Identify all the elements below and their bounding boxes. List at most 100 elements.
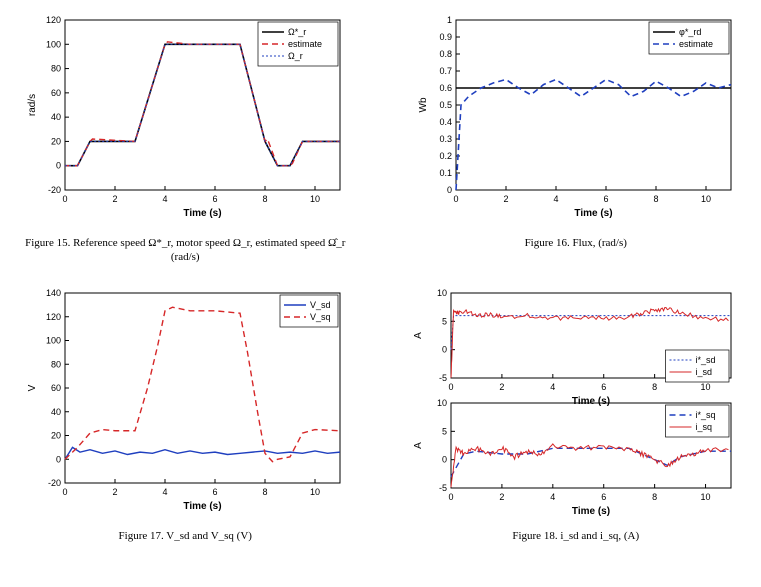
svg-text:0: 0 bbox=[56, 454, 61, 464]
svg-text:40: 40 bbox=[51, 406, 61, 416]
svg-text:6: 6 bbox=[213, 194, 218, 204]
svg-text:0: 0 bbox=[56, 161, 61, 171]
svg-text:2: 2 bbox=[499, 382, 504, 392]
svg-text:10: 10 bbox=[701, 194, 711, 204]
svg-text:8: 8 bbox=[263, 194, 268, 204]
svg-text:0: 0 bbox=[442, 454, 447, 464]
fig18-chart: 0246810Time (s)-50510Ai*_sdi_sd0246810Ti… bbox=[411, 283, 741, 523]
svg-text:80: 80 bbox=[51, 64, 61, 74]
fig17-chart: 0246810Time (s)-20020406080100120140VV_s… bbox=[20, 283, 350, 523]
svg-text:V_sd: V_sd bbox=[310, 300, 331, 310]
fig18-caption: Figure 18. i_sd and i_sq, (A) bbox=[512, 529, 639, 543]
svg-text:0: 0 bbox=[448, 382, 453, 392]
svg-text:6: 6 bbox=[601, 382, 606, 392]
svg-text:0.1: 0.1 bbox=[439, 168, 452, 178]
svg-text:120: 120 bbox=[46, 311, 61, 321]
svg-text:4: 4 bbox=[163, 487, 168, 497]
svg-text:0.7: 0.7 bbox=[439, 66, 452, 76]
svg-text:2: 2 bbox=[503, 194, 508, 204]
fig16-chart: 0 2 4 6 8 10 Time (s) 0 0.1 0.2 0.3 0.4 0.5 0.6 0.7 0.8… bbox=[411, 10, 741, 230]
svg-text:5: 5 bbox=[442, 316, 447, 326]
fig15-chart: 0246810Time (s)-20020406080100120rad/sΩ*… bbox=[20, 10, 350, 230]
svg-text:6: 6 bbox=[601, 492, 606, 502]
svg-text:40: 40 bbox=[51, 112, 61, 122]
fig17-caption: Figure 17. V_sd and V_sq (V) bbox=[119, 529, 252, 543]
fig16-caption: Figure 16. Flux, (rad/s) bbox=[525, 236, 627, 250]
svg-text:140: 140 bbox=[46, 288, 61, 298]
svg-text:0.9: 0.9 bbox=[439, 32, 452, 42]
svg-text:6: 6 bbox=[603, 194, 608, 204]
svg-text:10: 10 bbox=[437, 398, 447, 408]
svg-text:-5: -5 bbox=[439, 373, 447, 383]
svg-text:φ*_rd: φ*_rd bbox=[679, 27, 701, 37]
svg-text:i*_sq: i*_sq bbox=[695, 410, 715, 420]
svg-text:V_sq: V_sq bbox=[310, 312, 331, 322]
svg-text:0: 0 bbox=[453, 194, 458, 204]
svg-text:10: 10 bbox=[700, 382, 710, 392]
svg-text:-20: -20 bbox=[48, 478, 61, 488]
svg-text:4: 4 bbox=[550, 492, 555, 502]
svg-text:60: 60 bbox=[51, 383, 61, 393]
fig18-cell: 0246810Time (s)-50510Ai*_sdi_sd0246810Ti… bbox=[401, 283, 752, 543]
svg-text:4: 4 bbox=[163, 194, 168, 204]
svg-text:4: 4 bbox=[550, 382, 555, 392]
fig16-cell: 0 2 4 6 8 10 Time (s) 0 0.1 0.2 0.3 0.4 0.5 0.6 0.7 0.8… bbox=[401, 10, 752, 265]
svg-text:8: 8 bbox=[652, 382, 657, 392]
svg-text:60: 60 bbox=[51, 88, 61, 98]
svg-text:A: A bbox=[413, 331, 424, 338]
svg-text:5: 5 bbox=[442, 426, 447, 436]
svg-text:0.3: 0.3 bbox=[439, 134, 452, 144]
svg-text:Ω_r: Ω_r bbox=[288, 51, 303, 61]
svg-text:Wb: Wb bbox=[418, 97, 429, 112]
svg-text:1: 1 bbox=[447, 15, 452, 25]
svg-text:0: 0 bbox=[447, 185, 452, 195]
svg-text:0: 0 bbox=[448, 492, 453, 502]
svg-text:V: V bbox=[27, 384, 38, 391]
svg-text:i*_sd: i*_sd bbox=[695, 355, 715, 365]
svg-text:20: 20 bbox=[51, 430, 61, 440]
svg-text:Ω*_r: Ω*_r bbox=[288, 27, 306, 37]
svg-text:20: 20 bbox=[51, 136, 61, 146]
fig15-cell: 0246810Time (s)-20020406080100120rad/sΩ*… bbox=[10, 10, 361, 265]
svg-text:6: 6 bbox=[213, 487, 218, 497]
fig17-cell: 0246810Time (s)-20020406080100120140VV_s… bbox=[10, 283, 361, 543]
svg-text:10: 10 bbox=[700, 492, 710, 502]
svg-text:0.2: 0.2 bbox=[439, 151, 452, 161]
svg-text:0: 0 bbox=[63, 194, 68, 204]
figure-grid: 0246810Time (s)-20020406080100120rad/sΩ*… bbox=[10, 10, 751, 543]
svg-text:0.8: 0.8 bbox=[439, 49, 452, 59]
svg-text:i_sq: i_sq bbox=[695, 422, 712, 432]
svg-text:10: 10 bbox=[310, 194, 320, 204]
svg-text:8: 8 bbox=[652, 492, 657, 502]
svg-text:0.4: 0.4 bbox=[439, 117, 452, 127]
svg-text:estimate: estimate bbox=[679, 39, 713, 49]
svg-text:80: 80 bbox=[51, 359, 61, 369]
fig15-caption: Figure 15. Reference speed Ω*_r, motor s… bbox=[10, 236, 361, 265]
svg-text:-5: -5 bbox=[439, 483, 447, 493]
svg-text:2: 2 bbox=[499, 492, 504, 502]
svg-text:i_sd: i_sd bbox=[695, 367, 712, 377]
svg-text:8: 8 bbox=[653, 194, 658, 204]
svg-text:Time (s): Time (s) bbox=[184, 501, 222, 512]
svg-text:A: A bbox=[413, 441, 424, 448]
svg-text:2: 2 bbox=[113, 194, 118, 204]
svg-text:100: 100 bbox=[46, 335, 61, 345]
svg-text:-20: -20 bbox=[48, 185, 61, 195]
svg-text:0.5: 0.5 bbox=[439, 100, 452, 110]
svg-text:2: 2 bbox=[113, 487, 118, 497]
svg-text:0.6: 0.6 bbox=[439, 83, 452, 93]
svg-text:8: 8 bbox=[263, 487, 268, 497]
svg-text:Time (s): Time (s) bbox=[572, 396, 610, 407]
svg-text:10: 10 bbox=[310, 487, 320, 497]
svg-text:120: 120 bbox=[46, 15, 61, 25]
svg-text:Time (s): Time (s) bbox=[574, 208, 612, 219]
svg-text:4: 4 bbox=[553, 194, 558, 204]
svg-text:10: 10 bbox=[437, 288, 447, 298]
svg-text:estimate: estimate bbox=[288, 39, 322, 49]
svg-text:Time (s): Time (s) bbox=[184, 208, 222, 219]
svg-text:0: 0 bbox=[63, 487, 68, 497]
svg-text:Time (s): Time (s) bbox=[572, 506, 610, 517]
svg-text:0: 0 bbox=[442, 344, 447, 354]
svg-text:rad/s: rad/s bbox=[27, 94, 38, 116]
svg-text:100: 100 bbox=[46, 39, 61, 49]
